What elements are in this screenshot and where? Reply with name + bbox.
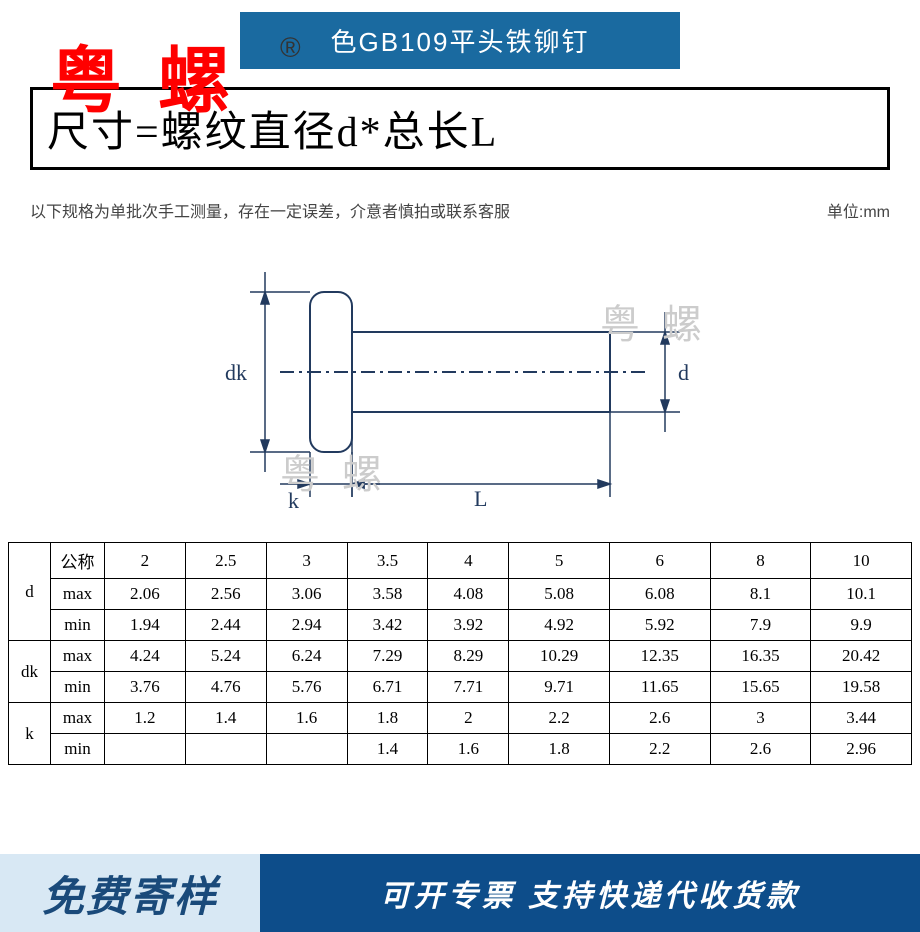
table-row: d 公称 22.533.5456810 — [9, 543, 912, 579]
label-dk: dk — [225, 360, 247, 385]
brand-overlay: 粤 螺 — [50, 22, 238, 127]
rivet-diagram: 粤 螺 粤 螺 — [180, 252, 740, 512]
sub-min: min — [51, 610, 105, 641]
page-title: 色GB109平头铁铆钉 — [240, 12, 680, 69]
table-row: max 2.062.563.063.584.085.086.088.110.1 — [9, 579, 912, 610]
watermark-2: 粤 螺 — [280, 442, 388, 500]
sub-nominal: 公称 — [51, 543, 105, 579]
bottom-banner: 免费寄样 可开专票 支持快递代收货款 — [0, 854, 920, 932]
diagram-svg: dk d k L — [180, 252, 740, 512]
table-row: k max 1.21.41.61.822.22.633.44 — [9, 703, 912, 734]
row-dk-label: dk — [9, 641, 51, 703]
note-row: 以下规格为单批次手工测量，存在一定误差，介意者慎拍或联系客服 单位:mm — [30, 198, 890, 222]
table-row: min 1.41.61.82.22.62.96 — [9, 734, 912, 765]
table-row: dk max 4.245.246.247.298.2910.2912.3516.… — [9, 641, 912, 672]
label-L: L — [474, 486, 487, 511]
spec-table: d 公称 22.533.5456810 max 2.062.563.063.58… — [8, 542, 912, 765]
note-left: 以下规格为单批次手工测量，存在一定误差，介意者慎拍或联系客服 — [30, 198, 510, 222]
label-d: d — [678, 360, 689, 385]
watermark-1: 粤 螺 — [600, 292, 708, 350]
row-d-label: d — [9, 543, 51, 641]
sub-max: max — [51, 579, 105, 610]
note-right: 单位:mm — [827, 198, 890, 222]
table-row: min 3.764.765.766.717.719.7111.6515.6519… — [9, 672, 912, 703]
register-mark-icon: ® — [280, 32, 301, 64]
table-row: min 1.942.442.943.423.924.925.927.99.9 — [9, 610, 912, 641]
row-k-label: k — [9, 703, 51, 765]
banner-right: 可开专票 支持快递代收货款 — [260, 854, 920, 932]
banner-left: 免费寄样 — [0, 854, 260, 932]
